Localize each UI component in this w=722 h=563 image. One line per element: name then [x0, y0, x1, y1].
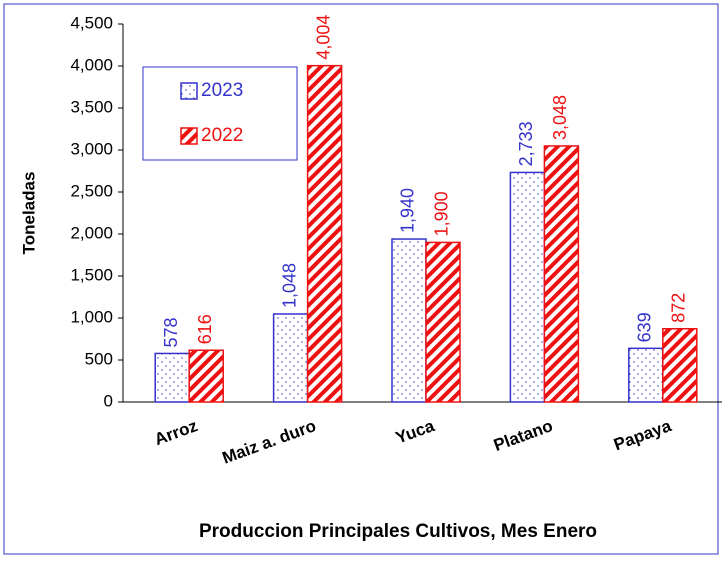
value-label: 2,733 [516, 121, 536, 166]
value-label: 4,004 [313, 15, 333, 60]
y-tick-label: 1,000 [70, 307, 113, 326]
bar [543, 145, 580, 403]
y-tick-label: 4,500 [70, 13, 113, 32]
value-label: 1,900 [432, 191, 452, 236]
value-label: 872 [669, 293, 689, 323]
y-tick-label: 1,500 [70, 265, 113, 284]
bar [391, 238, 427, 403]
y-tick-label: 0 [104, 391, 113, 410]
y-tick-label: 3,500 [70, 97, 113, 116]
y-tick-label: 500 [85, 349, 113, 368]
y-tick-label: 2,500 [70, 181, 113, 200]
legend-label: 2023 [201, 80, 243, 101]
legend-swatch [180, 127, 198, 145]
value-label: 639 [635, 312, 655, 342]
y-tick-label: 4,000 [70, 55, 113, 74]
value-label: 1,940 [398, 188, 418, 233]
legend-box [142, 66, 298, 161]
value-label: 578 [161, 317, 181, 347]
value-label: 616 [195, 314, 215, 344]
y-axis-title: Toneladas [19, 172, 38, 255]
bar [154, 352, 190, 403]
bar [188, 349, 224, 403]
bar [509, 171, 546, 403]
value-label: 3,048 [550, 95, 570, 140]
legend-swatch [180, 82, 198, 100]
bar [306, 64, 343, 403]
legend-label: 2022 [201, 125, 243, 146]
y-tick-label: 2,000 [70, 223, 113, 242]
bar [425, 241, 461, 403]
y-tick-label: 3,000 [70, 139, 113, 158]
bar [662, 328, 698, 403]
x-axis-title: Produccion Principales Cultivos, Mes Ene… [199, 521, 597, 542]
bar [272, 313, 309, 403]
bar [628, 347, 664, 403]
value-label: 1,048 [279, 263, 299, 308]
